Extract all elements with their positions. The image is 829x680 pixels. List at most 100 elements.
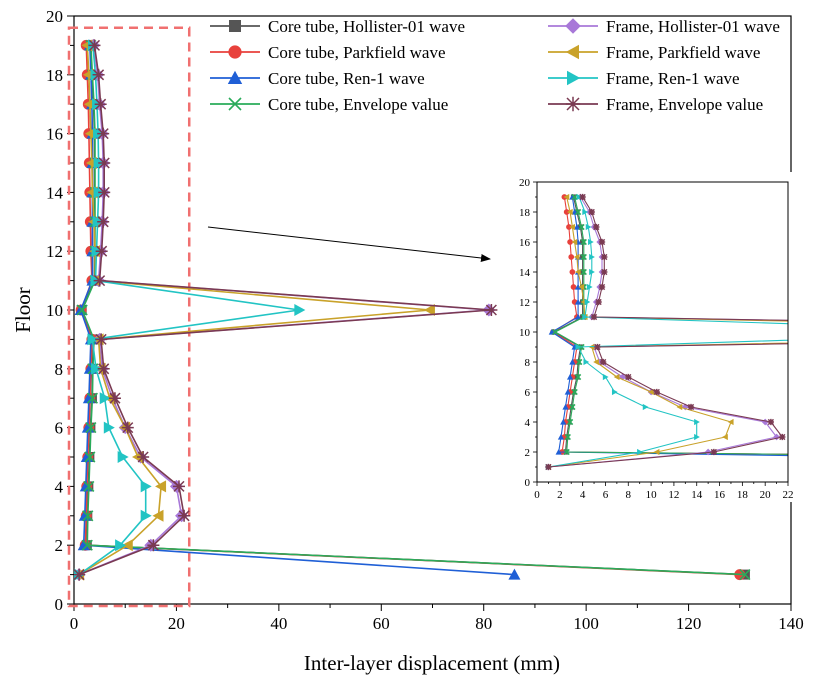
inset-x-tick-label: 14	[691, 489, 703, 501]
inset-data-point	[694, 418, 700, 426]
inset-data-point	[566, 224, 572, 230]
inset-data-point	[566, 373, 574, 380]
inset-y-tick-label: 8	[525, 357, 531, 369]
inset-y-tick-label: 16	[519, 237, 531, 249]
inset-data-point	[567, 239, 573, 245]
data-point	[97, 127, 110, 140]
y-tick-label: 20	[46, 7, 63, 26]
data-point	[74, 568, 86, 581]
inset-data-point	[571, 193, 578, 201]
data-point	[85, 422, 97, 434]
series-7	[74, 39, 498, 581]
data-point	[95, 245, 108, 258]
inset-data-point	[571, 388, 578, 396]
inset-y-tick-label: 4	[525, 417, 531, 429]
inset-data-point	[563, 209, 570, 215]
x-axis-title: Inter-layer displacement (mm)	[304, 651, 560, 675]
data-point	[103, 421, 115, 434]
legend-item: Core tube, Envelope value	[210, 95, 448, 114]
inset-data-point	[569, 269, 576, 275]
legend-item: Frame, Parkfield wave	[548, 43, 760, 62]
data-point	[108, 392, 121, 405]
inset-data-point	[563, 448, 570, 456]
inset-y-tick-label: 2	[525, 447, 531, 459]
legend-marker	[228, 45, 242, 59]
y-tick-label: 0	[55, 595, 64, 614]
inset-data-point	[642, 403, 649, 411]
data-point	[147, 539, 160, 552]
y-tick-label: 14	[46, 183, 64, 202]
inset-x-tick-label: 20	[760, 489, 772, 501]
inset-data-point	[613, 373, 620, 381]
inset-data-point	[574, 208, 582, 216]
data-point	[77, 539, 90, 551]
inset-x-tick-label: 2	[557, 489, 563, 501]
data-point	[84, 451, 96, 463]
inset-y-tick-label: 14	[519, 267, 531, 279]
inset-data-point	[687, 403, 695, 411]
y-tick-label: 10	[46, 301, 63, 320]
inset-data-point	[576, 358, 583, 366]
legend-item: Core tube, Hollister-01 wave	[210, 17, 465, 36]
inset-data-point	[710, 448, 717, 456]
data-point	[121, 539, 133, 552]
inset-data-point	[602, 373, 609, 381]
legend-item: Core tube, Parkfield wave	[210, 43, 446, 62]
legend-marker	[229, 20, 241, 32]
inset-data-point	[566, 208, 573, 216]
inset-x-tick-label: 12	[668, 489, 679, 501]
inset-data-point	[722, 433, 728, 441]
data-point	[81, 539, 93, 551]
inset-data-point	[598, 283, 606, 291]
inset-data-point	[555, 448, 562, 455]
y-tick-label: 12	[46, 242, 63, 261]
inset-x-tick-label: 10	[646, 489, 658, 501]
inset-y-tick-label: 10	[519, 327, 531, 339]
inset-y-tick-label: 0	[525, 477, 531, 489]
x-tick-label: 140	[778, 614, 804, 633]
inset-data-point	[727, 418, 734, 426]
legend-label: Core tube, Ren-1 wave	[268, 69, 425, 88]
inset-data-point	[574, 268, 581, 276]
data-point	[485, 304, 498, 316]
inset-backdrop	[510, 172, 800, 502]
inset-data-point	[563, 193, 570, 201]
inset-data-point	[570, 389, 577, 395]
legend-item: Frame, Ren-1 wave	[548, 69, 740, 88]
inset-data-point	[568, 254, 575, 260]
data-point	[88, 39, 101, 52]
main-plot-area	[74, 38, 751, 582]
legend-item: Frame, Envelope value	[548, 95, 763, 114]
inset-data-point	[676, 403, 683, 411]
inset-data-point	[582, 313, 589, 321]
inset-data-point	[579, 193, 586, 201]
legend-item: Frame, Hollister-01 wave	[548, 17, 780, 36]
data-point	[423, 304, 435, 316]
inset-data-point	[601, 268, 608, 276]
legend-marker	[228, 97, 242, 111]
data-point	[121, 421, 134, 434]
inset-data-point	[588, 208, 595, 216]
data-point	[83, 480, 95, 492]
inset-data-point	[584, 298, 591, 306]
inset-data-point	[625, 373, 632, 381]
inset-data-point	[588, 238, 594, 246]
data-point	[91, 362, 103, 375]
inset-data-point	[580, 254, 586, 260]
x-tick-label: 20	[168, 614, 185, 633]
legend-marker	[565, 18, 581, 34]
inset-data-point	[580, 238, 587, 246]
x-tick-label: 0	[70, 614, 79, 633]
zoom-region-rect	[67, 26, 191, 608]
inset-data-point	[586, 283, 593, 291]
inset-data-point	[570, 284, 577, 290]
data-point	[99, 392, 111, 405]
y-tick-label: 2	[55, 536, 64, 555]
y-tick-label: 8	[55, 360, 64, 379]
inset-y-tick-label: 12	[519, 297, 530, 309]
inset-data-point	[600, 358, 607, 366]
data-point	[98, 157, 111, 169]
inset-data-point	[653, 388, 660, 396]
data-point	[155, 480, 167, 493]
